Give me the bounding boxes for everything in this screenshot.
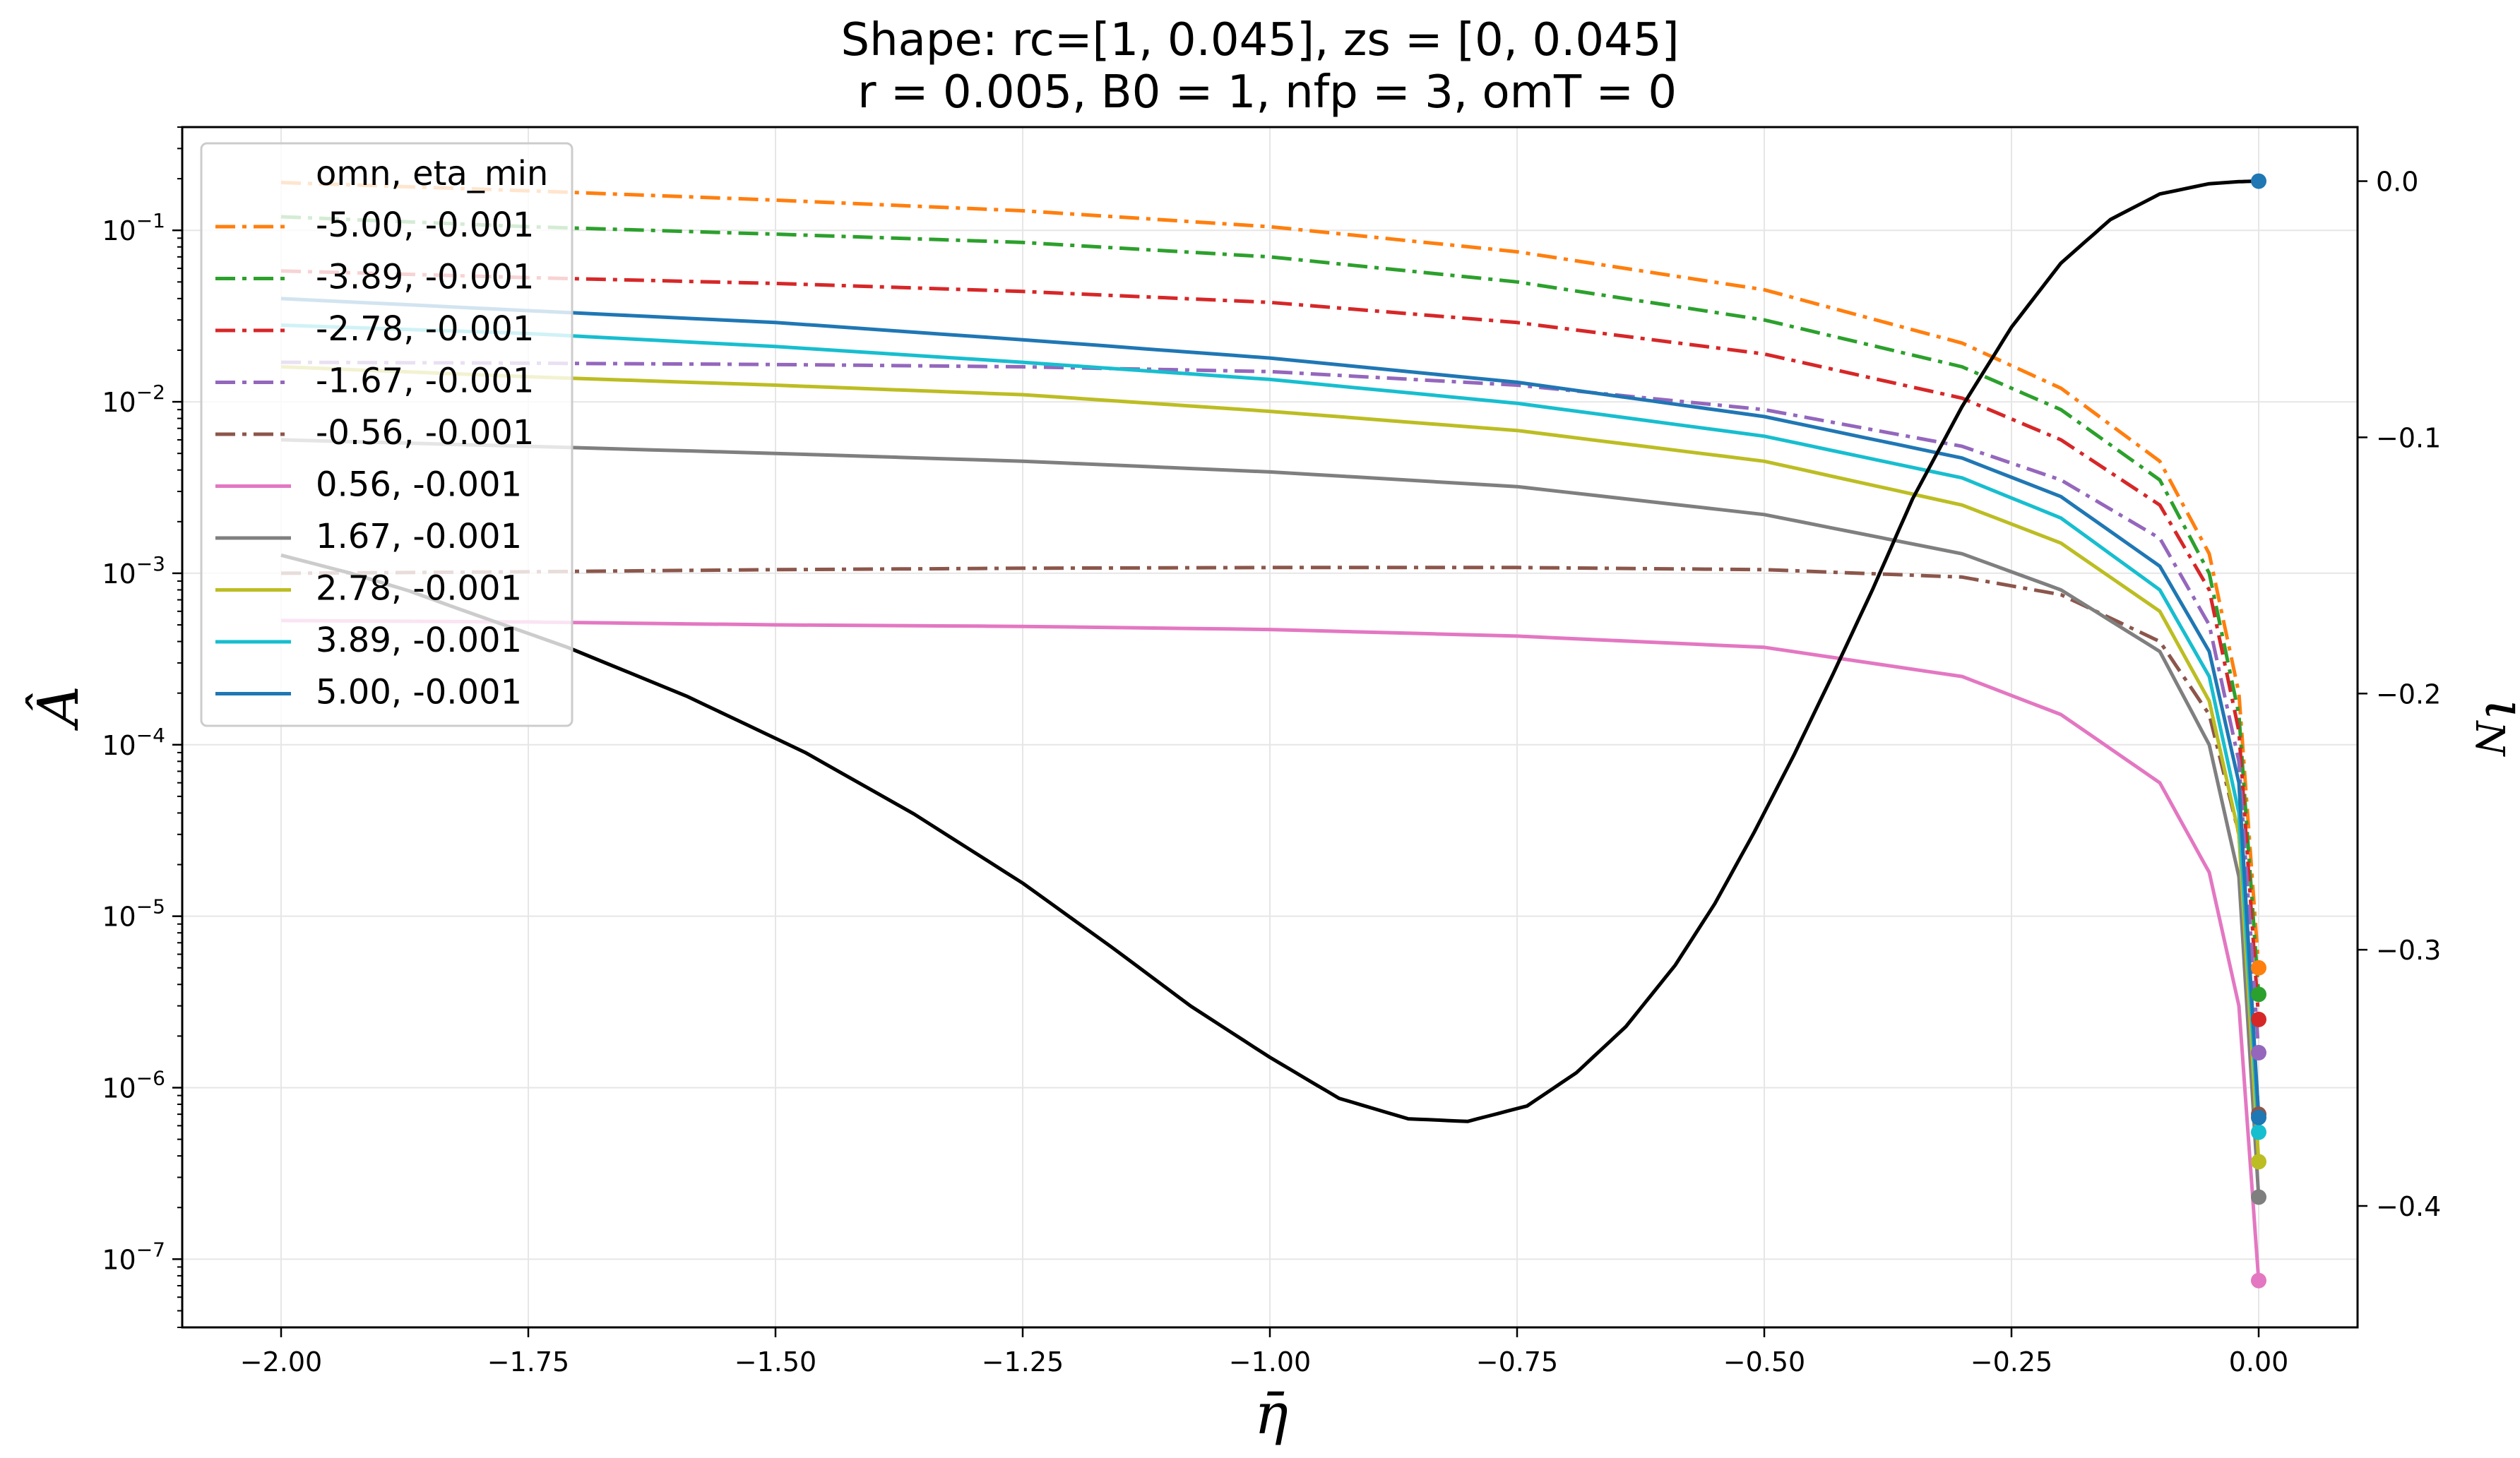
series-line <box>280 269 2261 1020</box>
legend-entry-label: -3.89, -0.001 <box>316 258 534 297</box>
x-tick-label: 0.00 <box>2229 1346 2289 1378</box>
x-tick-label: −1.00 <box>1229 1346 1311 1378</box>
y-tick-label: 10−3 <box>102 552 165 590</box>
series-endpoint-marker <box>2251 1044 2266 1060</box>
y2-ticks-layer: 0.0 −0.1 −0.2 −0.3 −0.4 <box>2358 167 2441 1222</box>
chart-subtitle: r = 0.005, B0 = 1, nfp = 3, omT = 0 <box>843 66 1677 119</box>
series-endpoint-marker <box>2251 1154 2266 1170</box>
y-tick-exponent: −7 <box>136 1238 165 1261</box>
iota-endpoint-marker <box>2251 173 2266 189</box>
y-tick-base: 10 <box>102 558 136 590</box>
y2-tick-label: −0.2 <box>2376 679 2441 710</box>
y-tick-base: 10 <box>102 1073 136 1104</box>
marker-layer <box>2251 173 2266 1289</box>
series-line <box>280 438 2261 1197</box>
series-endpoint-marker <box>2251 1011 2266 1027</box>
legend: omn, eta_min -5.00, -0.001-3.89, -0.001-… <box>200 142 573 727</box>
legend-entry-label: -0.56, -0.001 <box>316 413 534 453</box>
legend-entry-label: -1.67, -0.001 <box>316 361 534 401</box>
legend-entries: -5.00, -0.001 -3.89, -0.001 -2.78, -0.001 -… <box>215 205 534 712</box>
y-tick-exponent: −5 <box>136 895 165 919</box>
y-tick-base: 10 <box>102 1244 136 1275</box>
x-tick-label: −1.50 <box>735 1346 816 1378</box>
x-tick-label: −1.25 <box>982 1346 1064 1378</box>
x-axis-label: η̄ <box>1254 1381 1288 1447</box>
series-line <box>280 323 2261 1133</box>
y-tick-label: 10−5 <box>102 895 165 933</box>
legend-frame <box>200 142 573 727</box>
x-tick-label: −0.25 <box>1971 1346 2052 1378</box>
legend-entry-label: -5.00, -0.001 <box>316 205 534 245</box>
y-tick-label: 10−1 <box>102 209 165 246</box>
series-line <box>280 365 2261 1162</box>
y2-tick-label: 0.0 <box>2376 167 2418 198</box>
y-tick-label: 10−7 <box>102 1238 165 1275</box>
legend-entry-label: 1.67, -0.001 <box>316 517 522 556</box>
y-tick-exponent: −1 <box>136 209 165 232</box>
series-line <box>280 181 2261 968</box>
series-line <box>280 619 2261 1281</box>
series-line <box>280 215 2261 995</box>
x-tick-label: −1.75 <box>487 1346 569 1378</box>
legend-entry-label: -2.78, -0.001 <box>316 309 534 349</box>
series-endpoint-marker <box>2251 986 2266 1003</box>
x-ticks-layer: −2.00 −1.75 −1.50 −1.25 −1.00 −0.75 −0.50 −0.25… <box>240 1327 2289 1378</box>
legend-entry-label: 5.00, -0.001 <box>316 673 522 712</box>
y-tick-base: 10 <box>102 387 136 418</box>
y-tick-base: 10 <box>102 902 136 933</box>
series-endpoint-marker <box>2251 1124 2266 1140</box>
series-line <box>280 297 2261 1118</box>
y-tick-label: 10−2 <box>102 381 165 418</box>
series-endpoint-marker <box>2251 960 2266 976</box>
x-tick-label: −2.00 <box>240 1346 322 1378</box>
legend-title: omn, eta_min <box>316 154 548 193</box>
y2-axis-label-subscript: N <box>2466 719 2512 757</box>
y-tick-base: 10 <box>102 730 136 761</box>
y-tick-label: 10−4 <box>102 724 165 761</box>
series-layer <box>280 181 2261 1281</box>
legend-entry-label: 0.56, -0.001 <box>316 465 522 505</box>
y2-tick-label: −0.1 <box>2376 422 2441 453</box>
y-tick-exponent: −6 <box>136 1067 165 1090</box>
x-tick-label: −0.75 <box>1476 1346 1558 1378</box>
y-tick-label: 10−6 <box>102 1067 165 1104</box>
y-tick-exponent: −3 <box>136 552 165 575</box>
y-ticks-layer: 10−110−210−310−410−510−610−7 <box>102 126 182 1328</box>
y-tick-base: 10 <box>102 215 136 246</box>
iota-line <box>280 179 2259 1123</box>
y-tick-exponent: −4 <box>136 724 165 747</box>
series-endpoint-marker <box>2251 1189 2266 1205</box>
series-endpoint-marker <box>2251 1272 2266 1289</box>
y-axis-label: Â <box>25 686 91 731</box>
y2-tick-label: −0.4 <box>2376 1191 2441 1222</box>
y2-tick-label: −0.3 <box>2376 935 2441 966</box>
legend-entry-label: 3.89, -0.001 <box>316 621 522 660</box>
y2-axis-label: ιN <box>2466 699 2520 757</box>
x-tick-label: −0.50 <box>1723 1346 1805 1378</box>
y-tick-exponent: −2 <box>136 381 165 404</box>
series-endpoint-marker <box>2251 1109 2266 1125</box>
chart-title: Shape: rc=[1, 0.045], zs = [0, 0.045] <box>840 14 1679 66</box>
legend-entry-label: 2.78, -0.001 <box>316 569 522 609</box>
iota-layer <box>280 179 2259 1123</box>
